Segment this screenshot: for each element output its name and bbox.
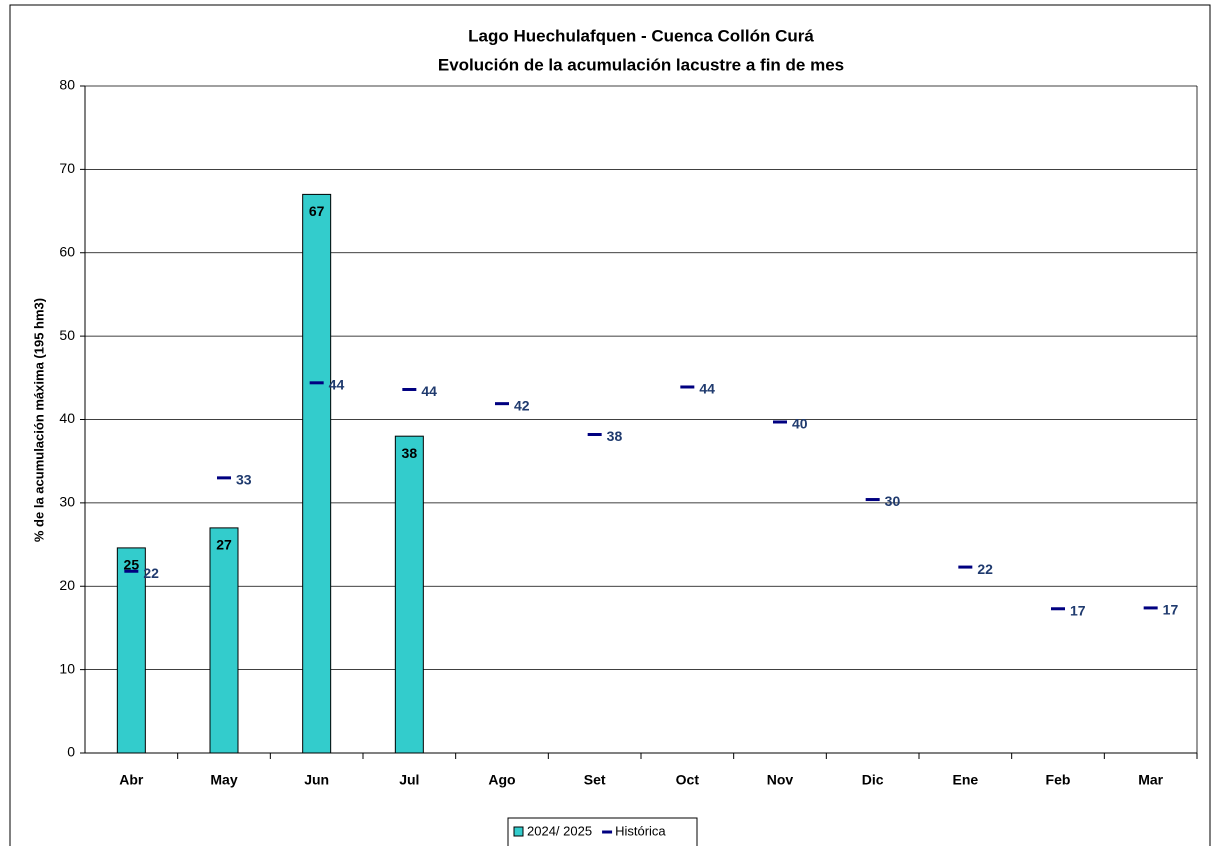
x-tick-label: Dic (862, 772, 884, 788)
bar-label: 67 (309, 203, 325, 219)
marker-label: 38 (607, 428, 623, 444)
bar (394, 435, 424, 754)
y-tick-label: 70 (59, 160, 75, 176)
y-tick-label: 30 (59, 494, 75, 510)
legend-label: 2024/ 2025 (527, 823, 592, 838)
marker-label: 22 (143, 565, 159, 581)
x-tick-label: Abr (119, 772, 144, 788)
marker-label: 44 (329, 377, 345, 393)
x-tick-label: Jul (399, 772, 419, 788)
x-tick-label: Set (584, 772, 606, 788)
x-tick-label: Feb (1046, 772, 1071, 788)
marker-label: 42 (514, 397, 530, 413)
bar-label: 38 (402, 445, 418, 461)
bar (209, 527, 239, 754)
marker-label: 17 (1163, 602, 1179, 618)
legend-label: Histórica (615, 823, 666, 838)
y-tick-label: 20 (59, 577, 75, 593)
y-tick-label: 0 (67, 744, 75, 760)
chart-title: Lago Huechulafquen - Cuenca Collón Curá (468, 26, 814, 45)
x-tick-label: Ene (952, 772, 978, 788)
legend-swatch (513, 826, 524, 837)
marker-label: 44 (699, 381, 715, 397)
x-tick-label: May (210, 772, 237, 788)
chart-border (9, 4, 1211, 846)
y-tick-label: 80 (59, 77, 75, 93)
y-tick-label: 10 (59, 660, 75, 676)
y-tick-label: 50 (59, 327, 75, 343)
marker-label: 17 (1070, 602, 1086, 618)
y-axis-label: % de la acumulación máxima (195 hm3) (31, 298, 46, 542)
bar (302, 193, 332, 754)
x-tick-label: Ago (488, 772, 515, 788)
x-tick-label: Oct (676, 772, 700, 788)
bar (116, 547, 146, 754)
chart-subtitle: Evolución de la acumulación lacustre a f… (438, 55, 844, 74)
marker-label: 44 (421, 383, 437, 399)
x-tick-label: Mar (1138, 772, 1163, 788)
marker-label: 40 (792, 416, 808, 432)
y-tick-label: 40 (59, 410, 75, 426)
marker-label: 33 (236, 472, 252, 488)
x-tick-label: Jun (304, 772, 329, 788)
y-tick-label: 60 (59, 243, 75, 259)
bar-label: 25 (124, 557, 140, 573)
x-tick-label: Nov (767, 772, 794, 788)
marker-label: 30 (885, 493, 901, 509)
marker-label: 22 (977, 561, 993, 577)
bar-label: 27 (216, 537, 232, 553)
